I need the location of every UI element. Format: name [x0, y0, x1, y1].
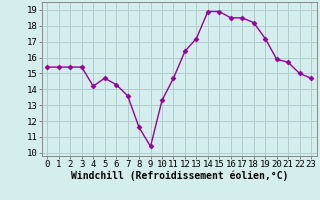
X-axis label: Windchill (Refroidissement éolien,°C): Windchill (Refroidissement éolien,°C)	[70, 171, 288, 181]
